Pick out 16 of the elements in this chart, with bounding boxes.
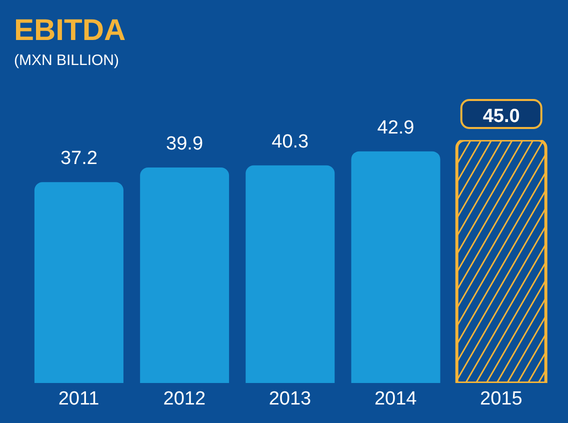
bar (246, 165, 335, 383)
x-tick-label: 2013 (268, 388, 312, 410)
x-tick-label: 2014 (374, 388, 418, 410)
x-tick-label: 2011 (58, 388, 100, 410)
data-label: 45.0 (482, 106, 520, 127)
x-tick-label: 2012 (163, 388, 206, 410)
data-label: 40.3 (272, 131, 309, 152)
chart-subtitle: (MXN BILLION) (14, 52, 120, 69)
chart-title: EBITDA (14, 14, 126, 48)
data-label: 42.9 (377, 117, 414, 138)
data-label: 37.2 (60, 148, 98, 170)
bar (34, 182, 124, 383)
bar (140, 168, 230, 383)
bar (351, 151, 440, 383)
x-tick-label: 2015 (480, 388, 522, 410)
data-label: 39.9 (166, 134, 204, 155)
